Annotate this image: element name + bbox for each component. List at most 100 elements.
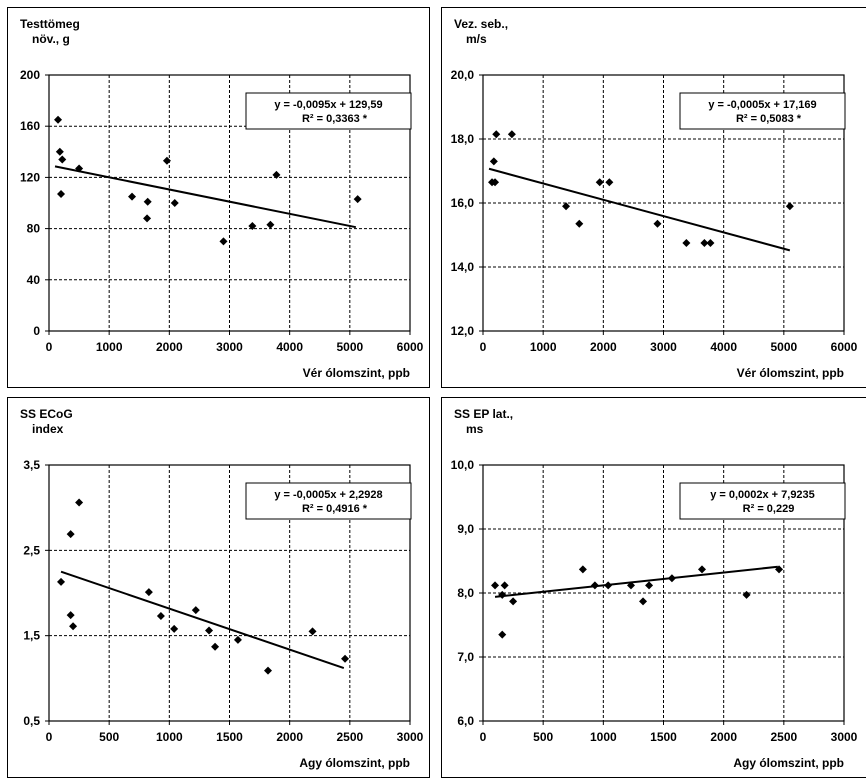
data-point: [55, 147, 64, 156]
data-point: [272, 170, 281, 179]
data-point: [58, 155, 67, 164]
data-point: [66, 530, 75, 539]
x-tick-label: 500: [99, 730, 119, 744]
x-tick-label: 0: [46, 730, 53, 744]
x-tick-label: 2000: [710, 730, 737, 744]
data-point: [604, 581, 613, 590]
r-squared-value: R² = 0,5083 *: [736, 113, 802, 125]
data-point: [144, 588, 153, 597]
y-axis-title-line-2: növ., g: [32, 32, 70, 46]
x-tick-label: 5000: [770, 340, 797, 354]
regression-equation: y = 0,0002x + 7,9235: [710, 489, 815, 501]
data-point: [205, 626, 214, 635]
chart-panel-ss-ep-latency: SS EP lat., ms 0 500 1000 1500 2000 2500 3000 6,0…: [441, 397, 866, 778]
data-point: [653, 219, 662, 228]
data-point: [170, 199, 179, 207]
chart-panel-ss-ecog-index: SS ECoG index 0 500 1000 1500 2000 2500 3000 0,5 1…: [7, 397, 430, 778]
regression-annotation-box: [679, 92, 846, 130]
x-tick-label: 3000: [397, 730, 424, 744]
data-point: [162, 156, 171, 165]
r-squared-value: R² = 0,229: [743, 503, 795, 515]
chart-ss-ep-latency: SS EP lat.,ms 0 500 1000 1500 2000 2500 3000 6,0…: [451, 407, 858, 770]
chart-conduction-velocity: Vez. seb.,m/s 0 1000 2000 3000 4000 5000 6000 12…: [451, 17, 858, 380]
data-point: [639, 597, 648, 606]
data-point: [128, 192, 137, 201]
y-tick-label: 9,0: [457, 522, 474, 536]
y-tick-label: 40: [27, 273, 41, 287]
y-tick-label: 10,0: [451, 458, 475, 472]
data-point: [266, 220, 275, 229]
regression-annotation-box: [245, 482, 412, 520]
x-axis-title: Vér ólomszint, ppb: [303, 366, 410, 380]
x-tick-label: 3000: [216, 340, 243, 354]
regression-annotation-box: [679, 482, 846, 520]
x-tick-label: 6000: [397, 340, 424, 354]
trendline: [54, 165, 357, 229]
data-point: [578, 565, 587, 574]
x-tick-label: 2000: [156, 340, 183, 354]
trendline: [494, 565, 778, 598]
x-tick-label: 2500: [770, 730, 797, 744]
y-tick-label: 14,0: [451, 260, 475, 274]
data-point: [498, 590, 507, 599]
data-point: [69, 622, 78, 631]
chart-panel-body-weight: Testtömeg növ., g 0 1000 2000 3000 4000 5000 600…: [7, 7, 430, 388]
data-point: [248, 222, 257, 231]
y-tick-label: 6,0: [457, 714, 474, 728]
data-point: [353, 195, 362, 204]
data-point: [191, 606, 200, 615]
x-tick-label: 4000: [710, 340, 737, 354]
data-point: [595, 178, 604, 187]
data-point: [706, 239, 715, 247]
x-tick-label: 4000: [276, 340, 303, 354]
data-point: [341, 654, 350, 663]
y-axis-title-line-1: Vez. seb.,: [454, 17, 508, 31]
data-point: [211, 642, 220, 651]
data-point: [698, 565, 707, 574]
y-tick-label: 12,0: [451, 324, 475, 338]
data-point: [605, 178, 614, 187]
x-axis-title: Vér ólomszint, ppb: [737, 366, 844, 380]
data-point: [682, 239, 691, 247]
data-point: [75, 498, 84, 507]
regression-equation: y = -0,0095x + 129,59: [274, 99, 382, 111]
regression-equation: y = -0,0005x + 2,2928: [274, 489, 382, 501]
x-tick-label: 3000: [650, 340, 677, 354]
x-tick-label: 3000: [831, 730, 858, 744]
x-tick-label: 2000: [590, 340, 617, 354]
data-point: [575, 219, 584, 228]
data-point: [491, 581, 500, 590]
x-tick-label: 2000: [276, 730, 303, 744]
x-tick-label: 1000: [590, 730, 617, 744]
r-squared-value: R² = 0,4916 *: [302, 503, 368, 515]
x-tick-label: 500: [533, 730, 553, 744]
x-tick-label: 0: [480, 730, 487, 744]
x-axis-title: Agy ólomszint, ppb: [299, 756, 410, 770]
data-point: [57, 190, 66, 199]
data-point: [627, 581, 636, 590]
data-point: [66, 611, 75, 620]
y-axis-title-line-1: SS ECoG: [20, 407, 73, 421]
y-tick-label: 20,0: [451, 68, 475, 82]
data-point: [775, 565, 784, 574]
data-point: [785, 202, 794, 211]
y-tick-label: 160: [20, 119, 40, 133]
data-point: [509, 597, 518, 606]
regression-annotation-box: [245, 92, 412, 130]
y-tick-label: 0,5: [23, 714, 40, 728]
data-point: [57, 577, 66, 586]
data-point: [500, 581, 509, 590]
x-tick-label: 1500: [216, 730, 243, 744]
data-point: [143, 214, 152, 223]
data-point: [742, 590, 751, 599]
x-tick-label: 1000: [530, 340, 557, 354]
trendline: [488, 167, 791, 252]
x-tick-label: 0: [480, 340, 487, 354]
data-point: [562, 202, 571, 211]
x-tick-label: 1000: [96, 340, 123, 354]
data-point: [308, 627, 317, 636]
regression-equation: y = -0,0005x + 17,169: [708, 99, 816, 111]
data-point: [489, 157, 498, 166]
x-tick-label: 1500: [650, 730, 677, 744]
